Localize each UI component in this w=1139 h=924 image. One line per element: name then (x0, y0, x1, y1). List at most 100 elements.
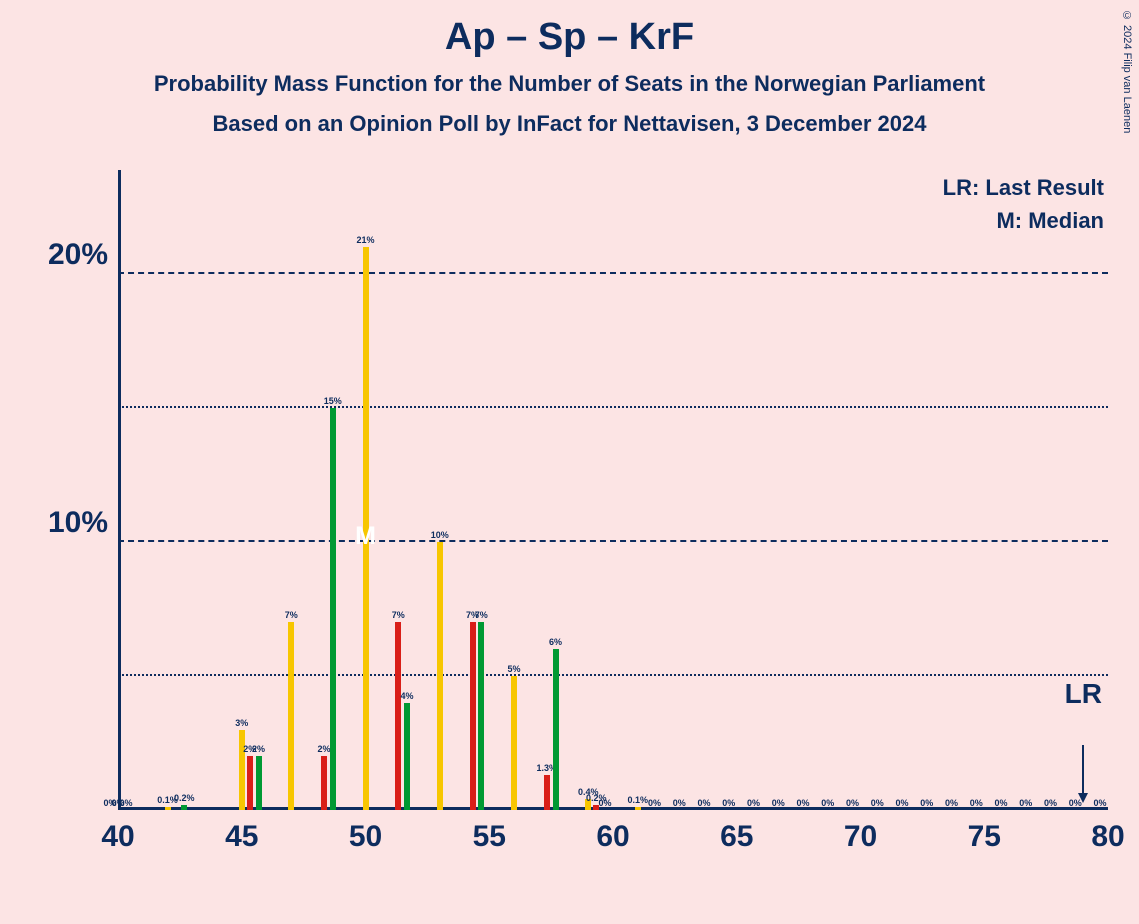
bar-value-label: 0.1% (627, 795, 648, 805)
y-axis-label: 10% (28, 506, 108, 540)
legend-m: M: Median (996, 208, 1104, 234)
median-marker: M (355, 522, 376, 551)
bar-value-label: 0.2% (586, 793, 607, 803)
bar-group: 6% (552, 220, 576, 810)
legend-lr: LR: Last Result (943, 175, 1104, 201)
bar-group: 0% (750, 220, 774, 810)
bar-group: 0.2% (180, 220, 204, 810)
bar-value-label: 21% (356, 235, 374, 245)
x-axis-label: 65 (720, 820, 753, 854)
bar-value-label: 0.4% (578, 787, 599, 797)
chart-container: © 2024 Filip van Laenen Ap – Sp – KrF Pr… (0, 0, 1139, 924)
bar-group: 21% (354, 220, 378, 810)
gridline-major (118, 272, 1108, 274)
bar-value-label: 7% (392, 610, 405, 620)
plot-area: LR: Last Result M: Median 10%20%40455055… (118, 220, 1108, 810)
bar-group: 2% (304, 220, 328, 810)
bar-group: 4% (403, 220, 427, 810)
bar-value-label: 7% (466, 610, 479, 620)
bar-fill (321, 756, 327, 810)
bar-group: 0% (898, 220, 922, 810)
x-axis-label: 70 (844, 820, 877, 854)
x-axis-label: 60 (596, 820, 629, 854)
x-axis-label: 55 (473, 820, 506, 854)
bar-group: 7% (279, 220, 303, 810)
bar-value-label: 2% (317, 744, 330, 754)
bar-value-label: 6% (549, 637, 562, 647)
bar-value-label: 5% (507, 664, 520, 674)
bar-fill (404, 703, 410, 810)
chart-subtitle-1: Probability Mass Function for the Number… (0, 71, 1139, 97)
copyright-label: © 2024 Filip van Laenen (1121, 10, 1133, 133)
bar-group: 7% (477, 220, 501, 810)
bar-value-label: 7% (285, 610, 298, 620)
bar-fill (395, 622, 401, 810)
bar-value-label: 2% (252, 744, 265, 754)
bar-group: 0% (873, 220, 897, 810)
x-axis-line (118, 807, 1108, 810)
bar-value-label: 0.1% (157, 795, 178, 805)
bar-value-label: 2% (243, 744, 256, 754)
y-axis-label: 20% (28, 238, 108, 272)
bar-fill (330, 408, 336, 810)
bar-group: 3% 2% (230, 220, 254, 810)
bar-value-label: 15% (324, 396, 342, 406)
bar-group (131, 220, 155, 810)
bar-group (205, 220, 229, 810)
bar-group: 0.4%0.2% (576, 220, 600, 810)
bar-fill (288, 622, 294, 810)
bar-value-label: 1.3% (536, 763, 557, 773)
bar-group: 0% (601, 220, 625, 810)
bar-fill (470, 622, 476, 810)
bar-group: 0% (1022, 220, 1046, 810)
x-axis-label: 75 (968, 820, 1001, 854)
bar-group: 0% (923, 220, 947, 810)
bar-group: 0% (1096, 220, 1120, 810)
bar-group: 0% (774, 220, 798, 810)
x-axis-label: 45 (225, 820, 258, 854)
bar-group: 0% (948, 220, 972, 810)
chart-title: Ap – Sp – KrF (0, 0, 1139, 59)
bar-group: 0% (651, 220, 675, 810)
bar-group: 0% (675, 220, 699, 810)
bar-group: 0% (700, 220, 724, 810)
x-axis-label: 80 (1091, 820, 1124, 854)
y-axis-line (118, 170, 121, 810)
gridline-major (118, 540, 1108, 542)
chart-subtitle-2: Based on an Opinion Poll by InFact for N… (0, 111, 1139, 137)
bar-fill (256, 756, 262, 810)
bar-group: 2% (255, 220, 279, 810)
bar-group: 10% (428, 220, 452, 810)
bar-group: 0% (849, 220, 873, 810)
gridline-minor (118, 406, 1108, 408)
bar-value-label: 0.2% (174, 793, 195, 803)
x-axis-label: 40 (101, 820, 134, 854)
bar-group: 0% (972, 220, 996, 810)
bar-group: 7% (453, 220, 477, 810)
bar-fill (478, 622, 484, 810)
bar-fill (511, 676, 517, 810)
bar-fill (239, 730, 245, 810)
bar-value-label: 7% (475, 610, 488, 620)
bar-value-label: 3% (235, 718, 248, 728)
bar-group: 0% (997, 220, 1021, 810)
bar-group: 0% (725, 220, 749, 810)
bar-fill (363, 247, 369, 810)
bar-group: 0.1% (156, 220, 180, 810)
bar-group: 0% (799, 220, 823, 810)
bar-fill (247, 756, 253, 810)
last-result-label: LR (1065, 678, 1102, 710)
last-result-arrow-icon (1076, 745, 1090, 810)
bar-group: 0% (824, 220, 848, 810)
bar-value-label: 4% (400, 691, 413, 701)
bar-group: 0% (1071, 220, 1095, 810)
bar-value-label: 10% (431, 530, 449, 540)
bar-value-label: 0% (103, 798, 116, 808)
bar-group: 7% (378, 220, 402, 810)
bar-group: 15% (329, 220, 353, 810)
bar-group: 0% (1047, 220, 1071, 810)
bar-group: 1.3% (527, 220, 551, 810)
x-axis-label: 50 (349, 820, 382, 854)
gridline-minor (118, 674, 1108, 676)
bar-fill (544, 775, 550, 810)
